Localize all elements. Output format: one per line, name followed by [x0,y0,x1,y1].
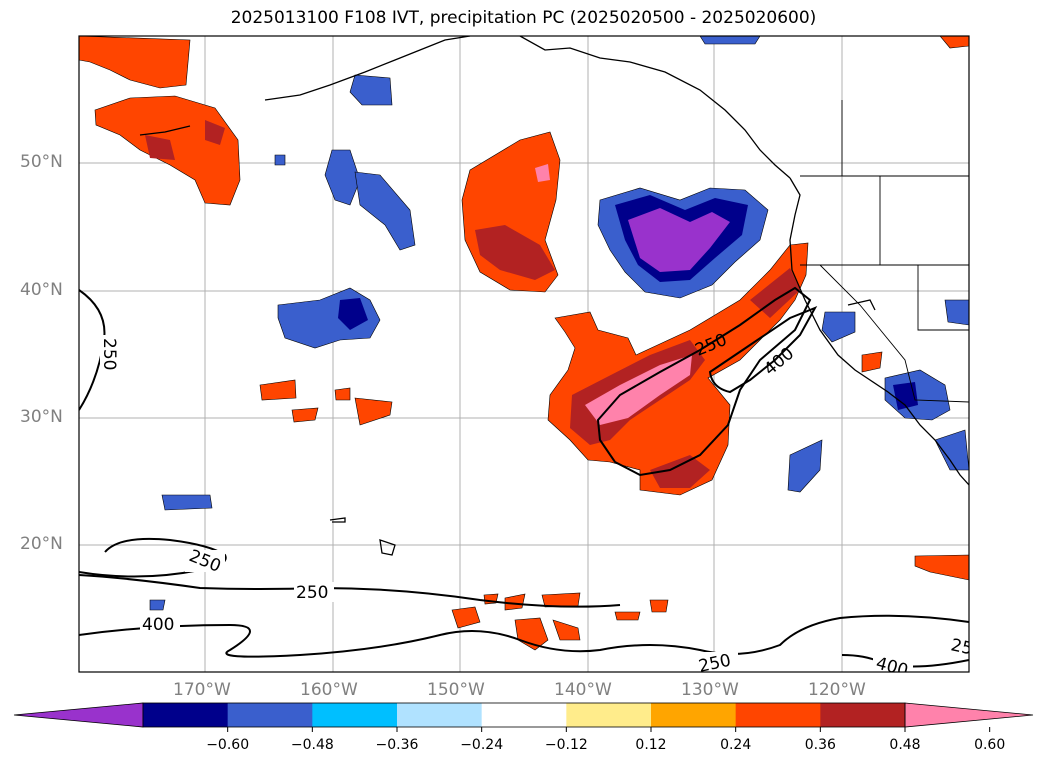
colorbar-bin [735,703,821,727]
contour-label: 25 [949,635,974,659]
colorbar-bin [397,703,483,727]
colorbar-tick-label: 0.12 [635,737,667,753]
colorbar-tick-label: 0.24 [720,737,752,753]
contour-labels: 250 250 250 250 400 400 400 250 25 [99,330,974,677]
lon-label-140w: 140°W [554,680,612,700]
lon-label-160w: 160°W [300,680,358,700]
contour-label: 250 [296,583,328,603]
lon-label-170w: 170°W [173,680,231,700]
colorbar-bin [651,703,737,727]
colorbar-tick-label: −0.60 [206,737,250,753]
colorbar-tick-label: 0.36 [804,737,836,753]
map-title: 2025013100 F108 IVT, precipitation PC (2… [230,8,817,28]
contour-label: 250 [697,651,733,677]
lon-label-130w: 130°W [681,680,739,700]
colorbar [13,702,1034,732]
colorbar-bin [143,703,229,727]
contour-label: 400 [142,615,174,635]
contour-label: 400 [760,344,798,380]
colorbar-bin [227,703,313,727]
colorbar-tick-label: 0.60 [974,737,1006,753]
colorbar-tick-label: −0.24 [460,737,504,753]
lat-label-20n: 20°N [20,534,63,554]
map-content: 250 250 250 250 400 400 400 250 25 [79,36,974,677]
colorbar-tick-label: −0.12 [544,737,588,753]
map-frame [78,35,970,673]
lat-label-50n: 50°N [20,152,63,172]
colorbar-bin [820,703,906,727]
colorbar-bin [566,703,652,727]
lat-label-30n: 30°N [20,407,63,427]
colorbar-tick-label: −0.36 [375,737,419,753]
borders [800,100,969,403]
lon-label-120w: 120°W [808,680,866,700]
negative-anomalies [149,36,969,611]
lon-label-150w: 150°W [427,680,485,700]
coastlines [139,36,969,556]
colorbar-bin [312,703,398,727]
lat-label-40n: 40°N [20,280,63,300]
contour-label: 250 [99,338,119,370]
colorbar-tick-label: −0.48 [290,737,334,753]
ivt-contours [79,286,969,668]
colorbar-bin [481,703,567,727]
positive-anomalies [79,36,969,651]
colorbar-tick-label: 0.48 [889,737,921,753]
